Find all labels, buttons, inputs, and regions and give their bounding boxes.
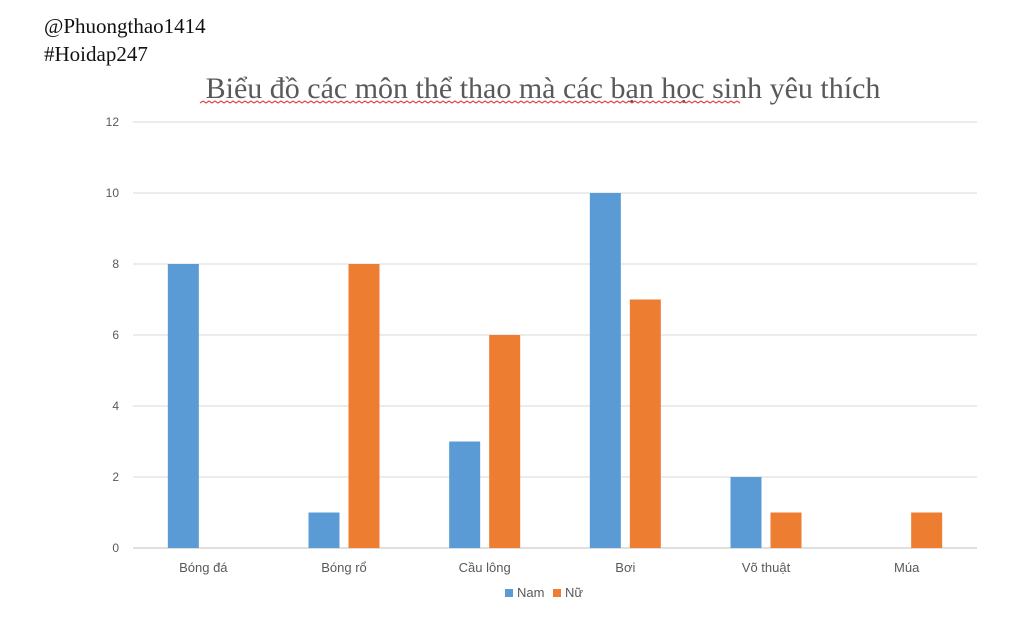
legend-label: Nữ (565, 585, 583, 600)
x-category-label: Múa (894, 560, 920, 575)
y-tick-label: 10 (106, 186, 120, 200)
x-category-label: Bóng rổ (321, 560, 367, 575)
legend: Nam Nữ (505, 585, 583, 600)
x-axis-categories: Bóng đá Bóng rổ Cầu lông Bơi Võ thuật Múa (179, 560, 920, 575)
y-tick-label: 8 (112, 257, 119, 271)
x-category-label: Bơi (615, 560, 635, 575)
bar-nữ-5 (911, 512, 943, 548)
y-tick-label: 2 (112, 470, 119, 484)
bar-nữ-3 (629, 299, 661, 548)
y-tick-label: 0 (112, 541, 119, 555)
bar-nam-1 (308, 512, 340, 548)
x-category-label: Võ thuật (742, 560, 791, 575)
legend-swatch-nam (505, 589, 513, 597)
bars (167, 193, 943, 548)
watermark-hashtag: #Hoidap247 (44, 42, 148, 66)
watermark-username: @Phuongthao1414 (44, 14, 206, 38)
bar-nữ-2 (489, 335, 521, 548)
bar-nam-3 (589, 193, 621, 548)
spellcheck-underline (199, 100, 741, 104)
y-tick-label: 12 (106, 115, 120, 129)
bar-nữ-4 (770, 512, 802, 548)
chart-title: Biểu đồ các môn thể thao mà các bạn học … (206, 72, 881, 105)
bar-nam-0 (167, 264, 199, 548)
bar-nam-4 (730, 477, 762, 548)
x-category-label: Cầu lông (459, 560, 511, 575)
bar-nam-2 (449, 441, 481, 548)
legend-label: Nam (517, 585, 544, 600)
bar-nữ-1 (348, 264, 380, 548)
gridlines (133, 121, 977, 549)
x-category-label: Bóng đá (179, 560, 228, 575)
legend-swatch-nữ (553, 589, 561, 597)
y-tick-label: 6 (112, 328, 119, 342)
y-axis-ticks: 0 2 4 6 8 10 12 (106, 115, 120, 555)
y-tick-label: 4 (112, 399, 119, 413)
